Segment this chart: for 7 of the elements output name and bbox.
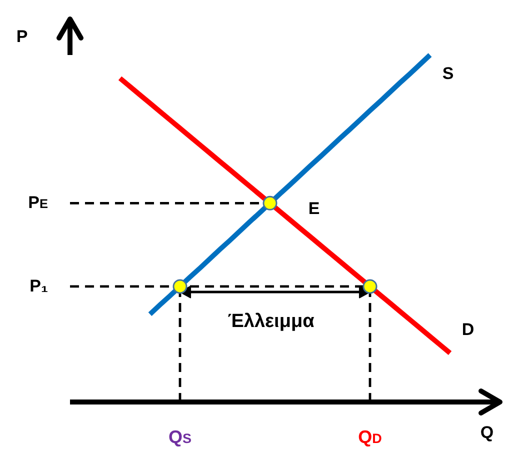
annotation: Έλλειμμα (228, 310, 315, 332)
series-label: D (462, 320, 474, 339)
ref-line-label: P₁ (30, 276, 48, 295)
y-axis-title: P (16, 26, 28, 46)
annotation: E (308, 198, 320, 218)
series-label: S (442, 64, 454, 82)
x-axis-title: Q (480, 422, 494, 442)
